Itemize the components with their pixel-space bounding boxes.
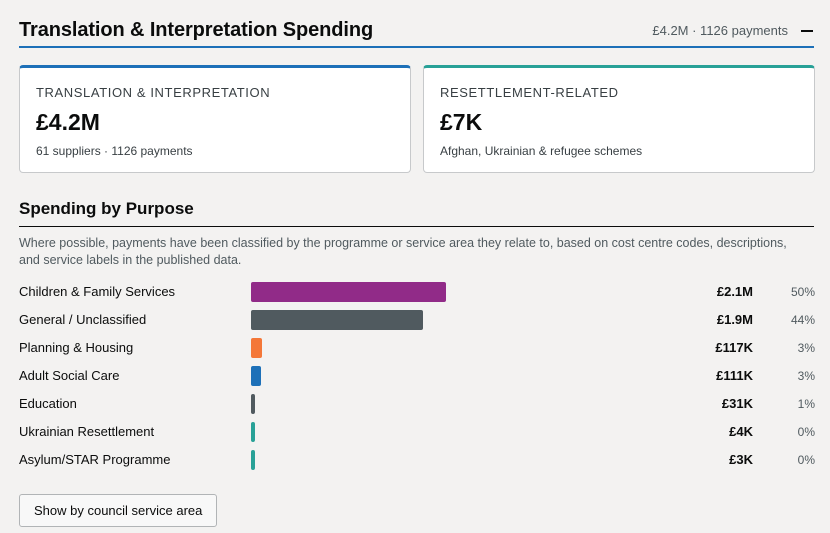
purpose-label: Ukrainian Resettlement bbox=[19, 424, 155, 439]
purpose-percent: 0% bbox=[797, 425, 815, 439]
card-resettlement: RESETTLEMENT-RELATED £7K Afghan, Ukraini… bbox=[423, 65, 815, 173]
card-translation: TRANSLATION & INTERPRETATION £4.2M 61 su… bbox=[19, 65, 411, 173]
purpose-amount: £111K bbox=[716, 368, 753, 383]
header-summary: £4.2M · 1126 payments bbox=[652, 22, 788, 38]
section-title: Spending by Purpose bbox=[19, 196, 814, 227]
purpose-label: Asylum/STAR Programme bbox=[19, 452, 171, 467]
purpose-row: Children & Family Services £2.1M 50% bbox=[19, 278, 819, 306]
card-value: £7K bbox=[440, 109, 483, 135]
purpose-label: Adult Social Care bbox=[19, 368, 120, 383]
purpose-label: Planning & Housing bbox=[19, 340, 134, 355]
purpose-percent: 44% bbox=[790, 313, 815, 327]
purpose-bar bbox=[251, 366, 261, 386]
purpose-amount: £1.9M bbox=[716, 312, 753, 327]
card-value: £4.2M bbox=[36, 109, 100, 135]
purpose-bar bbox=[251, 310, 423, 330]
purpose-label: Children & Family Services bbox=[19, 284, 176, 299]
purpose-row: Adult Social Care £111K 3% bbox=[19, 362, 819, 390]
purpose-bar bbox=[251, 282, 446, 302]
purpose-percent: 1% bbox=[797, 397, 815, 411]
purpose-amount: £31K bbox=[721, 396, 753, 411]
purpose-row: General / Unclassified £1.9M 44% bbox=[19, 306, 819, 334]
purpose-amount: £3K bbox=[729, 452, 753, 467]
purpose-amount: £4K bbox=[729, 424, 753, 439]
purpose-percent: 0% bbox=[797, 453, 815, 467]
purpose-row: Asylum/STAR Programme £3K 0% bbox=[19, 446, 819, 474]
card-label: TRANSLATION & INTERPRETATION bbox=[36, 85, 271, 100]
purpose-amount: £2.1M bbox=[716, 284, 753, 299]
purpose-label: Education bbox=[19, 396, 77, 411]
purpose-row: Planning & Housing £117K 3% bbox=[19, 334, 819, 362]
collapse-icon[interactable] bbox=[800, 23, 814, 37]
header-summary-area: £4.2M · 1126 payments bbox=[652, 23, 814, 38]
purpose-bar bbox=[251, 450, 255, 470]
purpose-bar bbox=[251, 338, 262, 358]
purpose-percent: 3% bbox=[797, 341, 815, 355]
card-label: RESETTLEMENT-RELATED bbox=[440, 85, 619, 100]
purpose-percent: 3% bbox=[797, 369, 815, 383]
show-by-service-area-button[interactable]: Show by council service area bbox=[19, 494, 218, 527]
purpose-row: Ukrainian Resettlement £4K 0% bbox=[19, 418, 819, 446]
section-description: Where possible, payments have been class… bbox=[19, 236, 787, 267]
card-subtext: 61 suppliers · 1126 payments bbox=[36, 144, 193, 158]
purpose-row: Education £31K 1% bbox=[19, 390, 819, 418]
card-subtext: Afghan, Ukrainian & refugee schemes bbox=[440, 144, 643, 158]
section-header: Translation & Interpretation Spending £4… bbox=[19, 14, 814, 48]
page-title: Translation & Interpretation Spending bbox=[19, 18, 374, 41]
purpose-amount: £117K bbox=[715, 340, 753, 355]
purpose-bar bbox=[251, 394, 255, 414]
purpose-percent: 50% bbox=[790, 285, 815, 299]
purpose-list: Children & Family Services £2.1M 50% Genera… bbox=[19, 278, 819, 474]
purpose-label: General / Unclassified bbox=[19, 312, 147, 327]
purpose-bar bbox=[251, 422, 255, 442]
